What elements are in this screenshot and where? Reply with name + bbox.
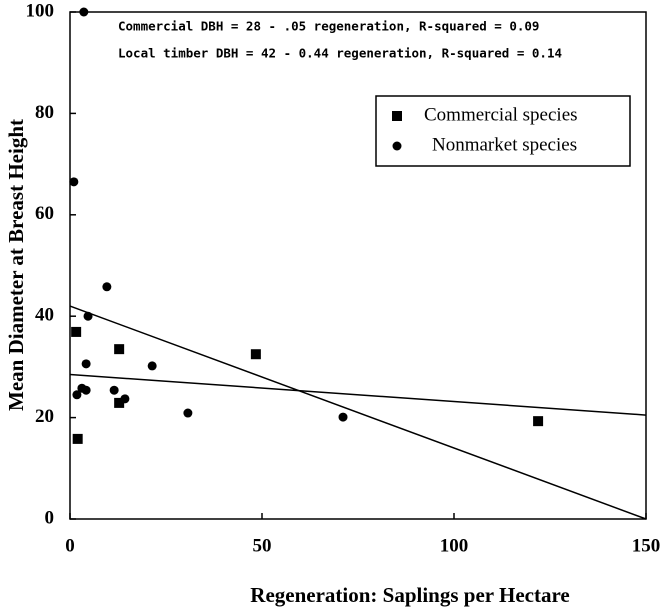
point — [81, 385, 91, 395]
point — [79, 7, 89, 17]
regression-line — [69, 373, 647, 416]
point — [533, 416, 544, 427]
y-tick-label: 60 — [35, 203, 54, 224]
regression-line — [69, 305, 647, 520]
point — [120, 394, 130, 404]
legend-box — [375, 95, 631, 167]
point — [81, 359, 91, 369]
y-axis-label: Mean Diameter at Breast Height — [4, 119, 28, 411]
plot-frame — [69, 11, 647, 520]
x-axis-label: Regeneration: Saplings per Hectare — [250, 583, 569, 607]
legend-label: Commercial species — [424, 104, 578, 125]
point — [183, 408, 193, 418]
point — [71, 326, 82, 337]
point — [69, 177, 79, 187]
y-tick-label: 0 — [45, 507, 55, 528]
point — [147, 361, 157, 371]
x-tick-label: 100 — [440, 535, 469, 556]
x-tick-label: 0 — [65, 535, 75, 556]
point — [109, 385, 119, 395]
legend-marker — [392, 111, 402, 121]
point — [338, 412, 348, 422]
point — [72, 433, 83, 444]
y-tick-label: 80 — [35, 102, 54, 123]
annotation: Commercial DBH = 28 - .05 regeneration, … — [118, 19, 539, 34]
point — [102, 282, 112, 292]
legend-marker — [392, 141, 402, 151]
point — [114, 344, 125, 355]
y-tick-label: 40 — [35, 305, 54, 326]
x-tick-label: 150 — [632, 535, 661, 556]
point — [114, 397, 125, 408]
annotation: Local timber DBH = 42 - 0.44 regeneratio… — [118, 46, 562, 61]
point — [250, 349, 261, 360]
legend-label: Nonmarket species — [432, 134, 577, 155]
point — [83, 311, 93, 321]
y-tick-label: 20 — [35, 406, 54, 427]
x-tick-label: 50 — [253, 535, 272, 556]
point — [72, 390, 82, 400]
y-tick-label: 100 — [26, 0, 55, 21]
